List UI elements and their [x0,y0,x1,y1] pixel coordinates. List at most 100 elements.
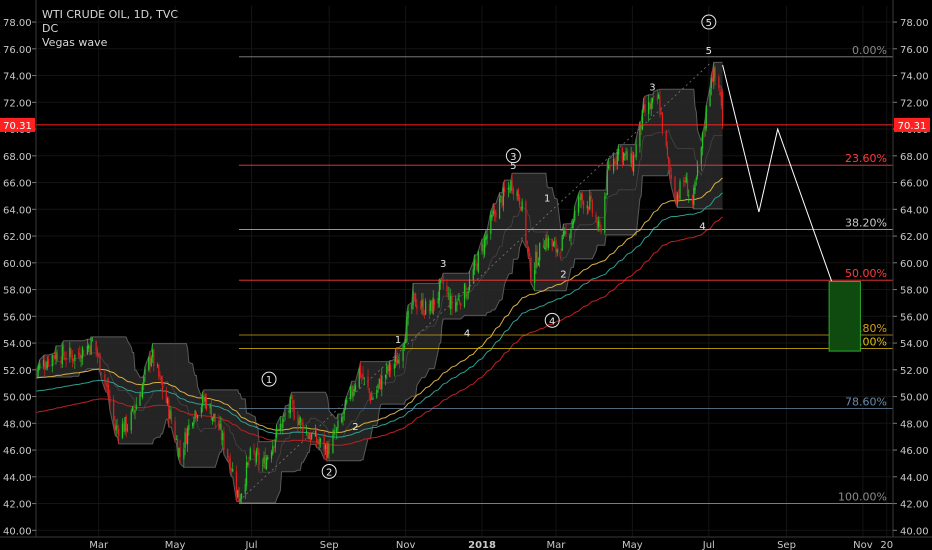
candle-body [98,355,100,356]
candle-body [587,207,590,211]
candle-body [430,300,432,311]
y-tick-label-left: 46.00 [3,446,32,457]
candle-body [293,406,295,420]
candle-body [37,365,40,371]
candle-body [131,406,134,412]
candle-body [658,94,660,99]
candle-body [547,238,550,248]
candle-body [213,413,215,419]
candle-body [62,344,65,357]
candle-body [292,400,294,405]
candle-body [498,198,501,219]
candle-body [661,112,664,132]
candle-body [670,174,672,179]
candle-body [367,376,369,388]
candle-body [650,102,652,109]
y-tick-label-left: 50.00 [3,393,32,404]
candle-body [341,417,343,423]
candle-body [560,251,562,253]
legend-symbol[interactable]: WTI CRUDE OIL, 1D, TVC [42,8,179,21]
candle-body [151,349,154,358]
candle-body [423,314,426,315]
candle-body [700,147,702,164]
x-tick-label: May [165,540,186,550]
candle-body [709,88,711,107]
candle-body [376,390,378,398]
candle-body [574,210,576,221]
candle-body [219,423,221,429]
candle-body [265,457,268,470]
candle-body [222,433,224,441]
vegas-ema-144 [36,177,723,433]
candle-body [441,278,443,280]
candle-body [714,66,716,79]
candle-body [45,368,47,370]
candle-body [666,146,669,156]
candle-body [323,436,325,452]
legend-indicator-vegas-wave[interactable]: Vegas wave [42,36,108,49]
candle-body [451,295,453,309]
candle-body [140,393,142,397]
candle-body [633,155,635,172]
candle-body [204,397,206,402]
candle-body [626,151,628,161]
wave-label-circle [321,463,337,479]
candle-body [589,196,591,209]
candle-body [284,413,286,415]
candle-body [413,293,415,295]
candle-body [311,434,313,440]
candle-body [495,212,497,218]
candle-body [245,462,248,486]
candle-body [509,186,511,193]
candle-body [388,362,390,371]
candle-body [239,498,241,502]
candle-body [317,440,319,444]
candle-body [398,359,400,364]
candle-body [237,489,239,498]
candle-body [280,424,283,429]
candle-body [316,433,318,443]
x-tick-label: Jul [702,540,715,550]
candle-body [502,187,504,206]
candle-body [141,385,144,398]
candle-body [713,68,715,82]
candle-body [248,461,250,462]
candle-body [64,357,66,360]
candle-body [79,352,81,360]
y-tick-label-right: 72.00 [900,98,929,109]
candle-body [70,350,72,355]
candle-body [257,447,259,455]
candle-body [674,176,676,197]
candle-body [458,299,461,303]
price-tag-right [894,117,930,132]
candle-body [581,194,583,201]
candle-body [656,95,659,101]
candle-body [711,77,714,83]
y-tick-label-right: 48.00 [900,419,929,430]
legend-indicator-dc[interactable]: DC [42,22,59,35]
wave-label: 2 [560,270,566,281]
wave-label: 4 [464,328,470,339]
candle-body [36,369,38,371]
candle-body [442,280,444,284]
y-tick-label-left: 52.00 [3,366,32,377]
candle-body [433,299,436,306]
candle-body [612,158,615,172]
candle-body [468,278,471,290]
candle-body [615,161,617,163]
candle-body [402,345,404,361]
candle-body [352,391,354,398]
candle-body [403,342,405,347]
candle-body [158,364,160,377]
candle-body [289,396,291,414]
candle-body [290,394,293,399]
candle-body [244,484,246,494]
candle-body [561,235,563,251]
candle-body [188,424,190,430]
candle-body [554,241,556,243]
candle-body [332,434,334,453]
candle-body [477,251,479,272]
candle-body [267,456,269,460]
wave-label: 4 [699,221,705,232]
